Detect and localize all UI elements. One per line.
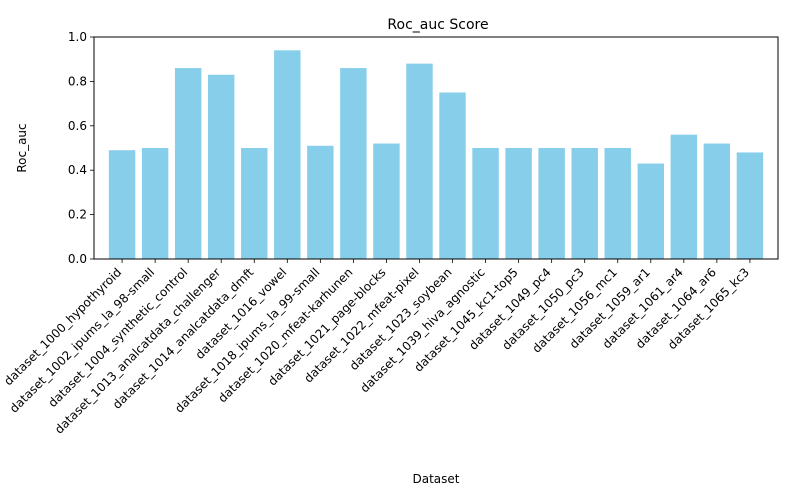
y-tick-label: 1.0 [68,30,87,44]
y-tick-label: 0.4 [68,163,87,177]
bar-19 [703,143,731,259]
bar-11 [439,92,466,259]
y-tick-label: 0.8 [68,74,87,88]
x-axis: dataset_1000_hypothyroiddataset_1002_ipu… [1,259,752,437]
bar-16 [604,148,631,259]
bar-8 [340,68,367,259]
bar-9 [373,143,400,259]
bar-12 [472,148,499,259]
x-tick-label: dataset_1000_hypothyroid [1,265,124,388]
bar-18 [670,134,698,259]
y-tick-label: 0.2 [68,208,87,222]
plot-area-frame [93,36,779,260]
bar-3 [174,68,202,259]
bars-group [108,50,764,260]
bar-2 [141,148,169,259]
y-tick-label: 0.6 [68,119,87,133]
bar-10 [406,63,433,259]
y-axis: 0.0 0.2 0.4 0.6 0.8 1.0 [68,30,94,266]
bar-1 [108,150,136,259]
y-tick-label: 0.0 [68,252,87,266]
bar-5 [241,148,268,259]
bar-13 [505,148,532,259]
y-axis-label: Roc_auc [15,123,29,172]
x-axis-label: Dataset [413,472,460,486]
bar-4 [208,74,235,260]
chart-title: Roc_auc Score [387,17,488,33]
x-tick-label: dataset_1004_synthetic_control [45,265,190,410]
bar-14 [538,148,565,259]
bar-7 [307,145,334,259]
bar-6 [274,50,301,259]
bar-15 [571,148,598,259]
bar-17 [637,163,664,259]
bar-20 [736,152,764,259]
